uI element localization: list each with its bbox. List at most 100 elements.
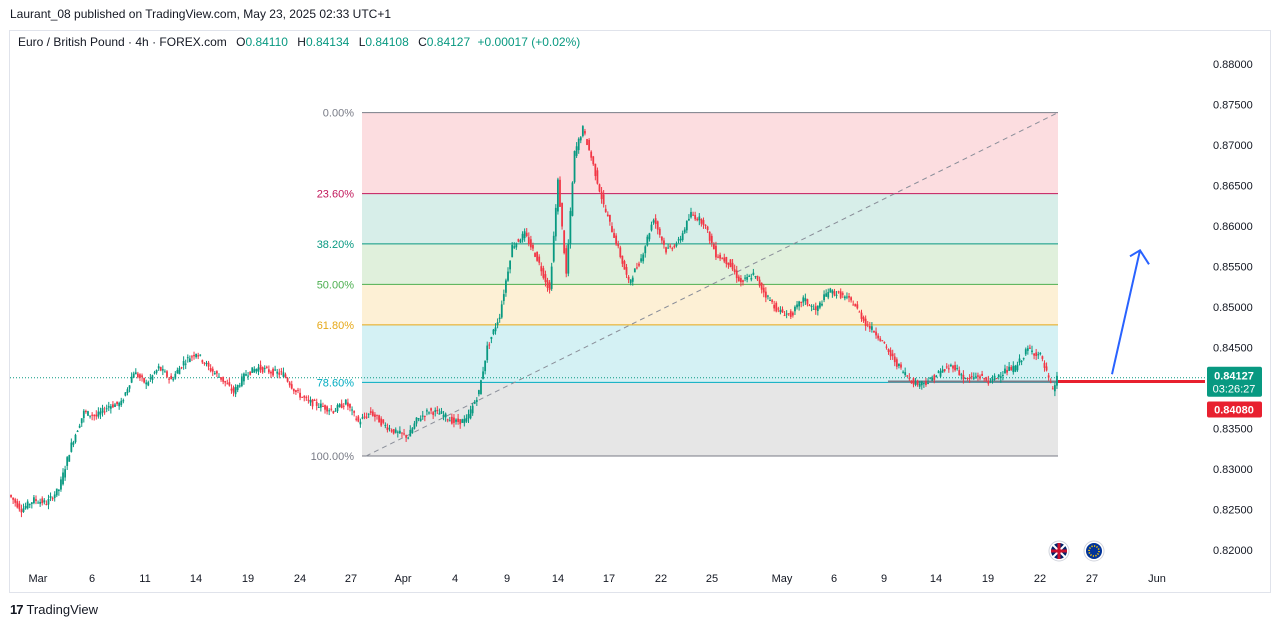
candle-body — [132, 373, 135, 378]
candle-body — [831, 290, 834, 294]
candle-body — [706, 226, 709, 231]
candle-body — [615, 235, 618, 245]
candle-body — [600, 191, 603, 200]
candle-body — [642, 254, 645, 262]
candle-body — [567, 243, 570, 274]
candle-body — [313, 400, 316, 402]
candle-body — [1041, 356, 1044, 359]
x-tick-label: 4 — [452, 573, 458, 585]
candle-body — [920, 381, 923, 386]
x-tick-label: May — [772, 573, 793, 585]
candle-body — [806, 299, 809, 305]
tradingview-brand: TradingView — [26, 602, 99, 617]
candle-body — [748, 275, 751, 277]
candle-body — [627, 276, 630, 280]
candle-body — [295, 390, 297, 392]
candle-body — [184, 363, 187, 365]
candle-body — [617, 244, 620, 247]
candle-body — [30, 502, 33, 504]
candle-body — [332, 411, 335, 414]
candle-body — [53, 494, 56, 498]
candle-body — [638, 263, 640, 266]
candle-body — [816, 305, 819, 311]
candle-body — [509, 260, 511, 270]
candle-body — [575, 146, 578, 156]
candle-body — [619, 247, 622, 257]
candle-body — [72, 442, 75, 445]
candle-body — [507, 271, 509, 281]
candle-body — [191, 356, 193, 358]
candle-body — [798, 301, 801, 307]
candle-body — [26, 501, 29, 509]
candle-body — [875, 331, 877, 336]
candle-body — [174, 373, 177, 379]
candle-body — [475, 399, 478, 403]
candle-body — [933, 375, 936, 380]
footer-brand[interactable]: 17 TradingView — [10, 602, 98, 617]
candle-body — [685, 220, 688, 231]
candle-body — [278, 372, 281, 375]
candle-body — [496, 322, 499, 326]
candle-body — [37, 502, 39, 504]
candle-body — [450, 416, 453, 424]
candle-body — [473, 401, 476, 404]
candle-body — [220, 377, 222, 380]
candle-body — [997, 374, 1000, 378]
candle-body — [650, 224, 653, 231]
candle-body — [881, 340, 884, 342]
candle-body — [444, 413, 447, 418]
candle-body — [681, 233, 684, 240]
candle-body — [954, 365, 956, 371]
gb-flag-icon — [1048, 540, 1070, 562]
candle-body — [153, 372, 156, 374]
candle-body — [947, 368, 950, 370]
candle-body — [463, 418, 466, 424]
candle-body — [47, 498, 50, 505]
candle-body — [974, 376, 977, 378]
candle-body — [640, 258, 642, 262]
candle-body — [573, 151, 576, 183]
candle-body — [1031, 350, 1033, 352]
current-price-tag — [1207, 366, 1262, 397]
candle-body — [180, 367, 183, 369]
candle-body — [586, 139, 588, 145]
candle-body — [839, 291, 842, 298]
candle-body — [82, 410, 85, 419]
candle-body — [927, 383, 929, 385]
candle-body — [529, 239, 532, 248]
candle-body — [868, 325, 871, 329]
candle-body — [286, 378, 289, 382]
candle-body — [648, 233, 651, 240]
candle-body — [484, 360, 487, 372]
candle-body — [704, 224, 707, 226]
candle-body — [74, 434, 77, 443]
candle-body — [756, 275, 759, 280]
candle-body — [1033, 353, 1035, 356]
candle-body — [993, 375, 996, 380]
fib-level-label: 100.00% — [311, 451, 355, 463]
candle-body — [363, 416, 366, 418]
candle-body — [176, 369, 179, 374]
candle-body — [534, 253, 536, 257]
candle-body — [925, 381, 927, 385]
candle-body — [307, 399, 310, 401]
candle-body — [554, 207, 557, 237]
candle-body — [636, 267, 638, 269]
symbol-title[interactable]: Euro / British Pound · 4h · FOREX.com — [18, 35, 227, 49]
candle-body — [218, 376, 220, 378]
candle-body — [895, 359, 898, 367]
candle-body — [384, 425, 387, 427]
fib-zone — [362, 324, 1058, 383]
x-tick-label: 9 — [881, 573, 887, 585]
candle-body — [448, 420, 451, 422]
candle-body — [694, 214, 697, 220]
candle-body — [775, 302, 778, 312]
eu-flag-stars — [1088, 545, 1100, 557]
candle-body — [87, 411, 89, 416]
eu-flag-icon — [1083, 540, 1105, 562]
candle-body — [783, 315, 786, 317]
candle-body — [263, 368, 266, 370]
candle-body — [120, 400, 123, 406]
candle-body — [409, 429, 412, 437]
